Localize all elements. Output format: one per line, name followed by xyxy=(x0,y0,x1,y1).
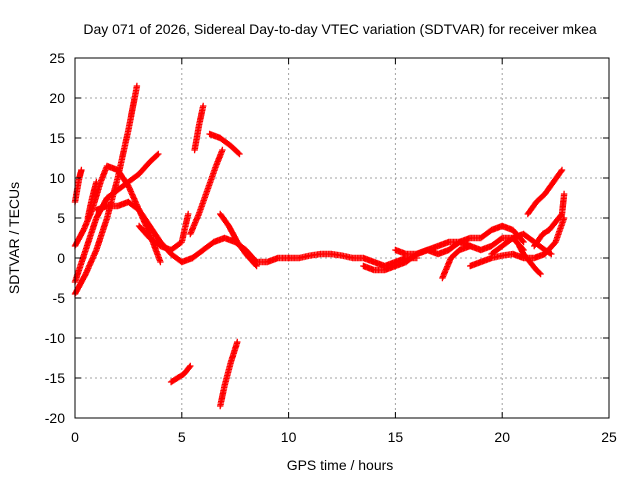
series-arc-15 xyxy=(285,250,420,270)
series-arc-4 xyxy=(71,166,85,206)
x-tick-label: 10 xyxy=(281,429,297,445)
chart-title: Day 071 of 2026, Sidereal Day-to-day VTE… xyxy=(83,21,596,37)
y-tick-label: 15 xyxy=(49,130,65,146)
x-axis-label: GPS time / hours xyxy=(287,457,394,473)
series-markers xyxy=(206,130,243,158)
series-arc-22 xyxy=(524,166,566,218)
series-markers xyxy=(531,190,568,250)
y-tick-label: 20 xyxy=(49,90,65,106)
series-markers xyxy=(217,338,241,410)
series-arc-9 xyxy=(191,102,207,154)
y-tick-label: 25 xyxy=(49,50,65,66)
y-tick-label: 0 xyxy=(57,250,65,266)
y-axis-label: SDTVAR / TECUs xyxy=(6,182,22,294)
series-markers xyxy=(285,250,420,270)
y-tick-label: 10 xyxy=(49,170,65,186)
axis-ticks: 0 5 10 15 20 25 -20 -15 -10 -5 0 5 10 15 20 25 xyxy=(45,50,617,445)
y-tick-label: -15 xyxy=(45,370,65,386)
y-tick-label: -20 xyxy=(45,410,65,426)
series-arc-7 xyxy=(135,210,192,254)
series-arc-5 xyxy=(84,178,100,222)
series-arc-18 xyxy=(439,234,527,282)
y-tick-label: 5 xyxy=(57,210,65,226)
x-tick-label: 15 xyxy=(388,429,404,445)
series-arc-23 xyxy=(531,190,568,250)
y-tick-label: -5 xyxy=(53,290,66,306)
x-tick-label: 20 xyxy=(494,429,510,445)
series-arc-12 xyxy=(217,338,241,410)
series-markers xyxy=(84,178,100,222)
series-arc-14 xyxy=(217,210,260,270)
series-arc-8 xyxy=(187,146,226,238)
series-markers xyxy=(191,102,207,154)
series-arc-21 xyxy=(516,242,544,278)
x-tick-label: 25 xyxy=(601,429,617,445)
series-markers xyxy=(217,210,260,270)
series-markers xyxy=(71,166,85,206)
series-markers xyxy=(187,146,226,238)
series-markers xyxy=(516,242,544,278)
series-arc-17 xyxy=(392,238,474,258)
y-tick-label: -10 xyxy=(45,330,65,346)
series-arc-11 xyxy=(167,362,194,386)
x-tick-label: 0 xyxy=(71,429,79,445)
series-markers xyxy=(167,362,194,386)
x-tick-label: 5 xyxy=(178,429,186,445)
series-markers xyxy=(439,234,527,282)
series-arc-10 xyxy=(206,130,243,158)
plot-frame xyxy=(74,57,610,419)
data-marks xyxy=(71,82,568,410)
series-markers xyxy=(135,210,192,254)
series-markers xyxy=(392,238,474,258)
series-markers xyxy=(524,166,566,218)
